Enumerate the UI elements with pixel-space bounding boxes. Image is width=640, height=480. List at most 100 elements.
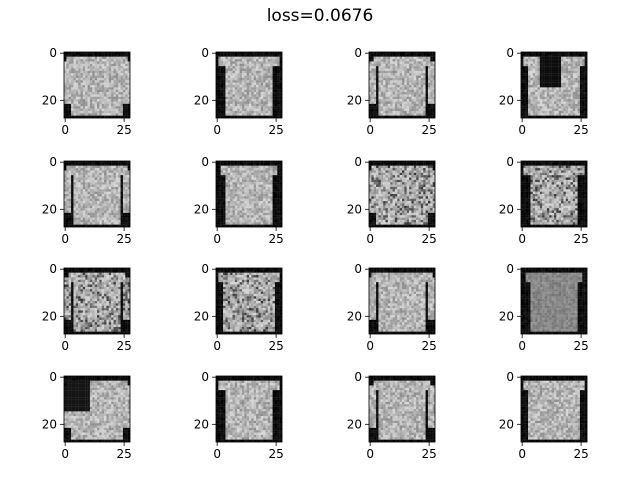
subplot-3: 0 25 0 20 bbox=[347, 46, 437, 137]
y-tick-label: 0 bbox=[49, 46, 57, 60]
x-tick-label: 25 bbox=[573, 447, 588, 461]
generated-image bbox=[369, 161, 436, 228]
generated-image bbox=[369, 52, 436, 119]
x-tick-label: 0 bbox=[518, 339, 526, 353]
generated-image bbox=[521, 376, 588, 443]
x-tick-label: 25 bbox=[421, 123, 436, 137]
y-tick-label: 0 bbox=[201, 370, 209, 384]
generated-image bbox=[216, 52, 283, 119]
generated-image bbox=[369, 268, 436, 335]
subplot-9: 0 25 0 20 bbox=[42, 262, 132, 353]
x-tick-label: 0 bbox=[61, 123, 69, 137]
y-tick-label: 20 bbox=[194, 417, 209, 431]
subplot-6: 0 25 0 20 bbox=[194, 155, 284, 246]
y-tick-label: 20 bbox=[347, 309, 362, 323]
x-tick-label: 0 bbox=[61, 232, 69, 246]
x-tick-label: 25 bbox=[573, 339, 588, 353]
generated-image bbox=[521, 161, 588, 228]
x-tick-label: 25 bbox=[268, 339, 283, 353]
y-tick-label: 0 bbox=[506, 370, 514, 384]
x-tick-label: 0 bbox=[61, 339, 69, 353]
axes-frame bbox=[368, 160, 436, 228]
subplot-4: 0 25 0 20 bbox=[499, 46, 589, 137]
generated-image bbox=[64, 161, 131, 228]
subplot-8: 0 25 0 20 bbox=[499, 155, 589, 246]
axes-frame bbox=[215, 51, 283, 119]
x-tick-label: 25 bbox=[116, 232, 131, 246]
generated-image bbox=[64, 376, 131, 443]
x-tick-label: 0 bbox=[366, 232, 374, 246]
y-tick-label: 20 bbox=[194, 309, 209, 323]
axes-frame bbox=[368, 51, 436, 119]
x-tick-label: 0 bbox=[518, 123, 526, 137]
subplot-12: 0 25 0 20 bbox=[499, 262, 589, 353]
axes-frame bbox=[520, 375, 588, 443]
x-tick-label: 0 bbox=[366, 123, 374, 137]
x-tick-label: 25 bbox=[116, 339, 131, 353]
x-tick-label: 0 bbox=[61, 447, 69, 461]
generated-image bbox=[64, 52, 131, 119]
y-tick-label: 0 bbox=[506, 46, 514, 60]
subplot-11: 0 25 0 20 bbox=[347, 262, 437, 353]
y-tick-label: 20 bbox=[499, 93, 514, 107]
y-tick-label: 20 bbox=[499, 309, 514, 323]
subplot-13: 0 25 0 20 bbox=[42, 370, 132, 461]
x-tick-label: 0 bbox=[213, 339, 221, 353]
x-tick-label: 0 bbox=[518, 232, 526, 246]
subplot-5: 0 25 0 20 bbox=[42, 155, 132, 246]
y-tick-label: 0 bbox=[201, 155, 209, 169]
y-tick-label: 20 bbox=[194, 202, 209, 216]
x-tick-label: 0 bbox=[213, 447, 221, 461]
y-tick-label: 20 bbox=[194, 93, 209, 107]
y-tick-label: 20 bbox=[42, 202, 57, 216]
x-tick-label: 0 bbox=[366, 447, 374, 461]
x-tick-label: 25 bbox=[268, 232, 283, 246]
axes-frame bbox=[520, 267, 588, 335]
subplot-7: 0 25 0 20 bbox=[347, 155, 437, 246]
y-tick-label: 0 bbox=[49, 262, 57, 276]
x-tick-label: 25 bbox=[573, 232, 588, 246]
y-tick-label: 0 bbox=[354, 155, 362, 169]
generated-image bbox=[521, 268, 588, 335]
x-tick-label: 0 bbox=[213, 123, 221, 137]
subplot-14: 0 25 0 20 bbox=[194, 370, 284, 461]
x-tick-label: 25 bbox=[421, 339, 436, 353]
y-tick-label: 20 bbox=[42, 309, 57, 323]
y-tick-label: 20 bbox=[42, 93, 57, 107]
y-tick-label: 0 bbox=[506, 155, 514, 169]
x-tick-label: 0 bbox=[366, 339, 374, 353]
axes-frame bbox=[63, 267, 131, 335]
y-tick-label: 0 bbox=[201, 46, 209, 60]
y-tick-label: 0 bbox=[354, 46, 362, 60]
subplot-1: 0 25 0 20 bbox=[42, 46, 132, 137]
x-tick-label: 0 bbox=[213, 232, 221, 246]
axes-frame bbox=[520, 51, 588, 119]
subplot-2: 0 25 0 20 bbox=[194, 46, 284, 137]
y-tick-label: 20 bbox=[347, 417, 362, 431]
generated-image bbox=[216, 376, 283, 443]
subplot-16: 0 25 0 20 bbox=[499, 370, 589, 461]
y-tick-label: 20 bbox=[42, 417, 57, 431]
x-tick-label: 25 bbox=[421, 447, 436, 461]
subplot-10: 0 25 0 20 bbox=[194, 262, 284, 353]
y-tick-label: 20 bbox=[347, 202, 362, 216]
y-tick-label: 0 bbox=[354, 262, 362, 276]
x-tick-label: 25 bbox=[268, 447, 283, 461]
x-tick-label: 25 bbox=[421, 232, 436, 246]
axes-frame bbox=[520, 160, 588, 228]
x-tick-label: 25 bbox=[116, 447, 131, 461]
generated-image bbox=[216, 161, 283, 228]
y-tick-label: 0 bbox=[201, 262, 209, 276]
x-tick-label: 25 bbox=[573, 123, 588, 137]
y-tick-label: 20 bbox=[499, 202, 514, 216]
axes-frame bbox=[368, 267, 436, 335]
y-tick-label: 0 bbox=[354, 370, 362, 384]
y-tick-label: 0 bbox=[49, 155, 57, 169]
axes-frame bbox=[63, 375, 131, 443]
y-tick-label: 0 bbox=[506, 262, 514, 276]
axes-frame bbox=[215, 267, 283, 335]
x-tick-label: 0 bbox=[518, 447, 526, 461]
axes-frame bbox=[368, 375, 436, 443]
y-tick-label: 20 bbox=[347, 93, 362, 107]
